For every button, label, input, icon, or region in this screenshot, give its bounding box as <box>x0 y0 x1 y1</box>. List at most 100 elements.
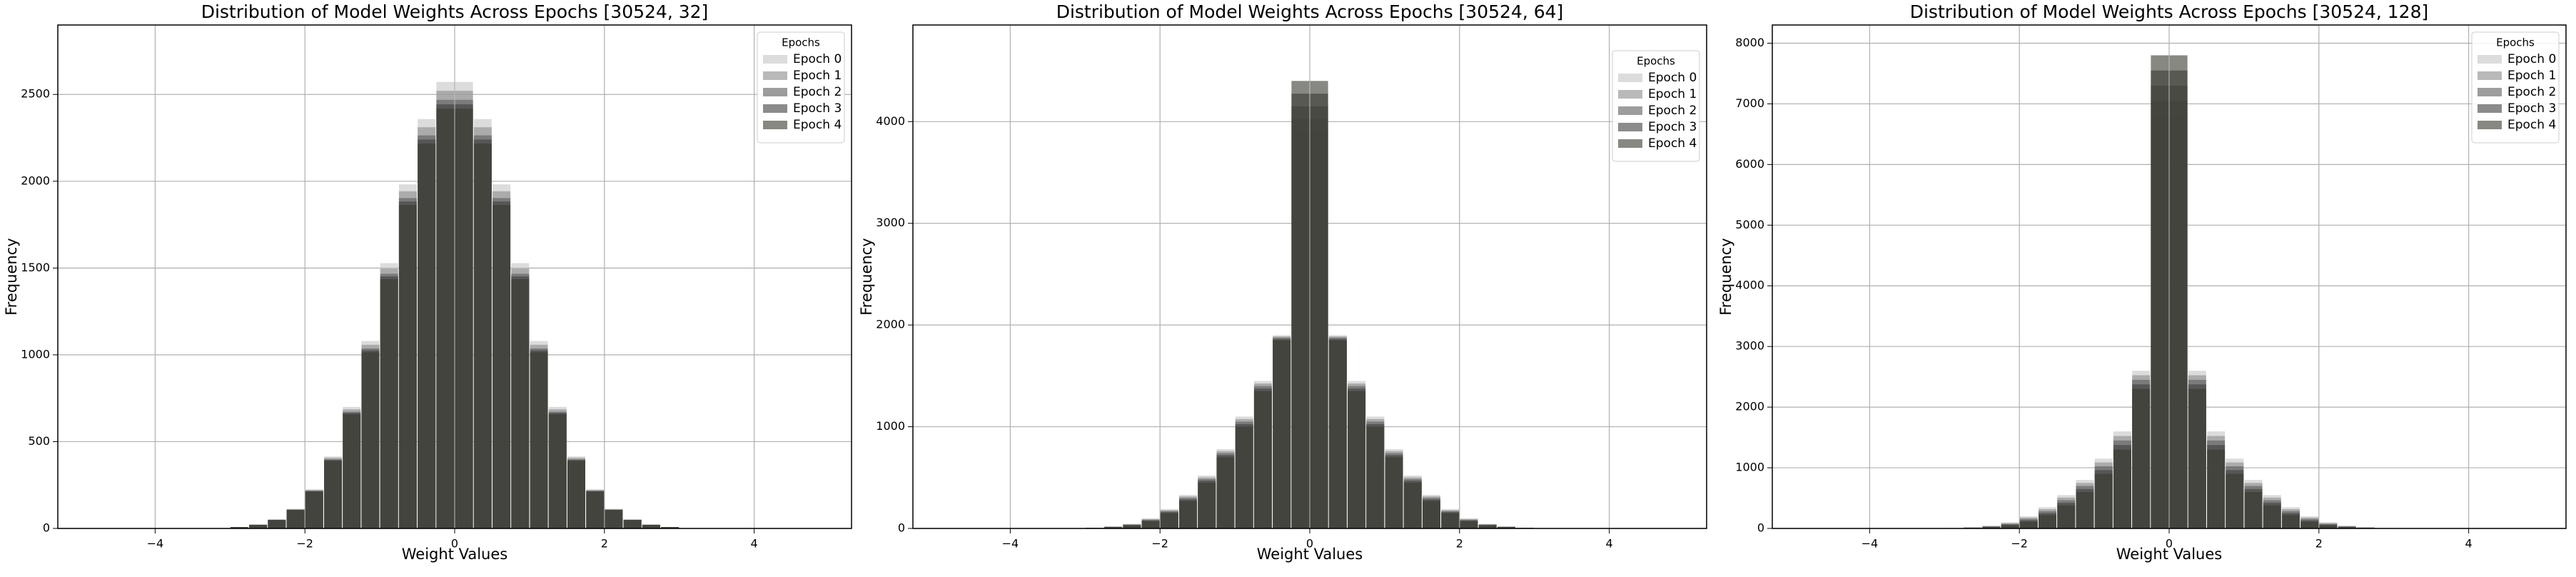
chart-title: Distribution of Model Weights Across Epo… <box>1910 1 2429 22</box>
histogram-bar <box>1141 521 1160 528</box>
histogram-bar <box>2001 525 2019 528</box>
x-tick-label: −2 <box>296 537 313 551</box>
histogram-bar <box>230 527 248 528</box>
histogram-bar <box>268 520 286 528</box>
x-tick-label: −4 <box>1862 537 1879 551</box>
histogram-bar <box>2244 492 2263 528</box>
y-tick-label: 1000 <box>876 419 905 433</box>
legend-label: Epoch 0 <box>793 52 842 66</box>
y-tick-label: 1000 <box>21 347 50 361</box>
histogram-bar <box>2039 515 2057 528</box>
legend-label: Epoch 3 <box>793 101 842 116</box>
histogram-bar <box>1385 457 1403 528</box>
y-tick-label: 0 <box>1757 521 1764 535</box>
histogram-bar <box>1460 521 1478 528</box>
histogram-bar <box>1348 391 1366 528</box>
y-axis-label: Frequency <box>3 238 20 316</box>
y-tick-label: 2000 <box>1735 400 1764 413</box>
histogram-bar <box>1497 527 1515 528</box>
histogram-bar <box>473 144 492 528</box>
y-tick-label: 8000 <box>1735 36 1764 49</box>
histogram-bar <box>2281 515 2300 528</box>
legend-swatch <box>763 121 787 129</box>
histogram-bar <box>2076 492 2094 528</box>
x-axis-label: Weight Values <box>402 546 507 563</box>
histogram-bar <box>2057 505 2076 528</box>
histogram-bar <box>398 205 417 528</box>
x-tick-label: −2 <box>1151 537 1168 551</box>
legend-label: Epoch 1 <box>2507 69 2556 83</box>
y-axis-label: Frequency <box>858 238 875 316</box>
x-tick-label: −4 <box>147 537 164 551</box>
histogram-bar <box>1441 513 1460 528</box>
histogram-bar <box>418 144 436 528</box>
y-tick-label: 2000 <box>21 174 50 187</box>
y-tick-label: 2000 <box>876 318 905 331</box>
histogram-bar <box>286 510 305 528</box>
legend-title: Epochs <box>2496 36 2535 49</box>
histogram-bar <box>455 109 473 529</box>
histogram-bar <box>511 279 530 528</box>
histogram-bar <box>1478 525 1497 528</box>
x-tick-label: 2 <box>2315 537 2323 551</box>
y-tick-label: 500 <box>28 434 50 448</box>
legend-label: Epoch 0 <box>1648 71 1697 85</box>
y-tick-label: 7000 <box>1735 96 1764 110</box>
legend-swatch <box>2477 88 2502 96</box>
legend-title: Epochs <box>782 36 820 49</box>
histogram-bar <box>1235 426 1253 528</box>
x-tick-label: −4 <box>1002 537 1019 551</box>
histogram-bar <box>642 524 660 528</box>
legend-label: Epoch 3 <box>1648 120 1697 134</box>
histogram-bar <box>2169 55 2188 529</box>
legend-swatch <box>2477 71 2502 80</box>
y-tick-label: 1500 <box>21 261 50 274</box>
histogram-bar <box>661 527 680 528</box>
legend-swatch <box>763 104 787 113</box>
histogram-bar <box>548 414 567 528</box>
histogram-bar <box>567 461 585 528</box>
histogram-bar <box>2300 521 2319 528</box>
legend-swatch <box>2477 55 2502 64</box>
histogram-bar <box>586 491 605 528</box>
y-tick-label: 6000 <box>1735 157 1764 171</box>
histogram-bar <box>2113 449 2131 528</box>
histogram-bar <box>324 461 343 528</box>
histogram-bar <box>361 352 380 528</box>
histogram-bar <box>2226 473 2244 528</box>
histogram-bar <box>493 205 511 528</box>
histogram-bar <box>1253 391 1272 528</box>
x-tick-label: 0 <box>451 537 458 551</box>
legend-label: Epoch 3 <box>2507 101 2556 116</box>
y-tick-label: 4000 <box>876 114 905 128</box>
axes-frame <box>57 24 852 529</box>
histogram-bar <box>1198 482 1216 528</box>
histogram-bar <box>623 520 642 528</box>
axes-frame <box>912 24 1707 529</box>
legend-label: Epoch 4 <box>793 118 842 132</box>
histogram-bar <box>530 352 548 528</box>
legend-swatch <box>763 71 787 80</box>
x-tick-label: 2 <box>601 537 608 551</box>
legend-swatch <box>1618 106 1642 115</box>
histogram-bar <box>1982 527 2001 528</box>
histogram-bar <box>1366 426 1385 528</box>
histogram-bar <box>1310 81 1328 529</box>
legend-label: Epoch 4 <box>2507 118 2556 132</box>
histogram-bar <box>1273 340 1291 528</box>
histogram-bar <box>305 491 323 528</box>
x-tick-label: 0 <box>2166 537 2173 551</box>
x-tick-label: 4 <box>1606 537 1613 551</box>
legend-swatch <box>763 55 787 64</box>
chart-title: Distribution of Model Weights Across Epo… <box>1056 1 1564 22</box>
histogram-bar <box>2094 473 2113 528</box>
x-axis-label: Weight Values <box>2116 546 2222 563</box>
legend-swatch <box>2477 121 2502 129</box>
histogram-bar <box>380 279 398 528</box>
histogram-bar <box>1160 513 1178 528</box>
x-tick-label: 2 <box>1456 537 1463 551</box>
histogram-bar <box>1179 501 1198 528</box>
y-tick-label: 3000 <box>876 216 905 229</box>
